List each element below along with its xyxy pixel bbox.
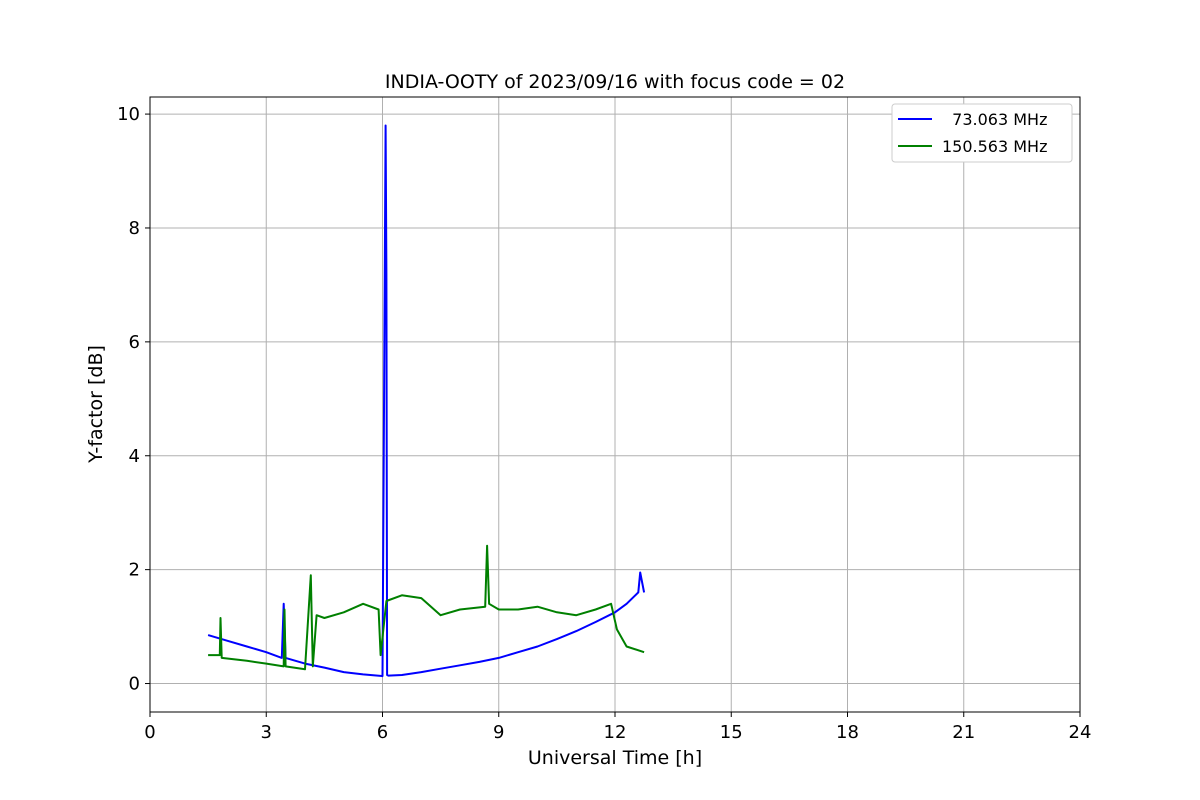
y-tick-label: 2 (129, 560, 140, 581)
series-line-0 (207, 124, 646, 678)
y-tick-label: 4 (129, 446, 140, 467)
chart-title: INDIA-OOTY of 2023/09/16 with focus code… (385, 71, 845, 93)
y-tick-label: 0 (129, 674, 140, 695)
x-tick-label: 3 (261, 722, 272, 743)
x-tick-label: 15 (720, 722, 743, 743)
y-axis-label: Y-factor [dB] (85, 345, 107, 464)
x-tick-label: 9 (493, 722, 504, 743)
legend: 73.063 MHz 150.563 MHz (891, 103, 1073, 163)
series-line-1 (208, 544, 645, 671)
x-tick-label: 24 (1069, 722, 1092, 743)
y-tick-label: 10 (117, 104, 140, 125)
y-tick-label: 8 (129, 218, 140, 239)
series-layer (207, 124, 646, 678)
y-tick-label: 6 (129, 332, 140, 353)
x-tick-label: 21 (952, 722, 975, 743)
legend-box (891, 103, 1073, 163)
x-axis-label: Universal Time [h] (528, 747, 702, 769)
grid (149, 97, 1081, 712)
x-tick-label: 0 (144, 722, 155, 743)
legend-label-150mhz: 150.563 MHz (942, 137, 1047, 156)
x-tick-label: 18 (836, 722, 859, 743)
x-axis: 0 3 6 9 12 15 18 21 24 (144, 712, 1091, 743)
x-tick-label: 12 (604, 722, 627, 743)
y-axis: 0 2 4 6 8 10 (117, 104, 150, 695)
x-tick-label: 6 (377, 722, 388, 743)
legend-label-73mhz: 73.063 MHz (942, 110, 1047, 129)
